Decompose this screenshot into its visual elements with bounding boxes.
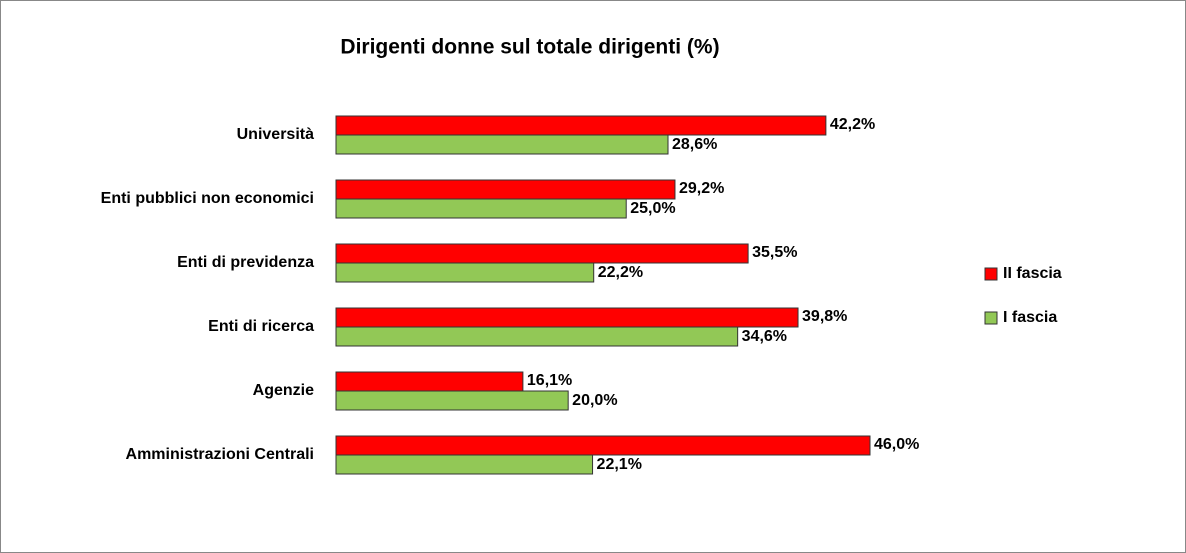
value-label: 28,6% — [672, 136, 717, 153]
category-label: Amministrazioni Centrali — [126, 446, 314, 463]
bar — [335, 134, 669, 155]
bar — [335, 435, 871, 456]
bar — [335, 454, 594, 475]
bar — [335, 262, 595, 283]
value-label: 16,1% — [527, 372, 572, 389]
value-label: 22,1% — [597, 456, 642, 473]
value-label: 46,0% — [874, 436, 919, 453]
legend-label: I fascia — [1003, 309, 1057, 326]
value-label: 42,2% — [830, 116, 875, 133]
bar — [335, 390, 569, 411]
category-label: Enti pubblici non economici — [101, 190, 314, 207]
value-label: 29,2% — [679, 180, 724, 197]
value-label: 20,0% — [572, 392, 617, 409]
category-label: Enti di previdenza — [177, 254, 314, 271]
category-label: Università — [237, 126, 314, 143]
legend-label: II fascia — [1003, 265, 1062, 282]
bar — [335, 243, 749, 264]
value-label: 34,6% — [742, 328, 787, 345]
bar — [335, 115, 827, 136]
value-label: 22,2% — [598, 264, 643, 281]
bar — [335, 307, 799, 328]
bar — [335, 371, 524, 392]
bar — [335, 326, 739, 347]
category-label: Enti di ricerca — [208, 318, 314, 335]
value-label: 35,5% — [752, 244, 797, 261]
value-label: 25,0% — [630, 200, 675, 217]
chart-title: Dirigenti donne sul totale dirigenti (%) — [340, 36, 719, 59]
legend-swatch — [984, 311, 998, 325]
bar — [335, 179, 676, 200]
category-label: Agenzie — [253, 382, 314, 399]
legend-swatch — [984, 267, 998, 281]
value-label: 39,8% — [802, 308, 847, 325]
bar — [335, 198, 627, 219]
